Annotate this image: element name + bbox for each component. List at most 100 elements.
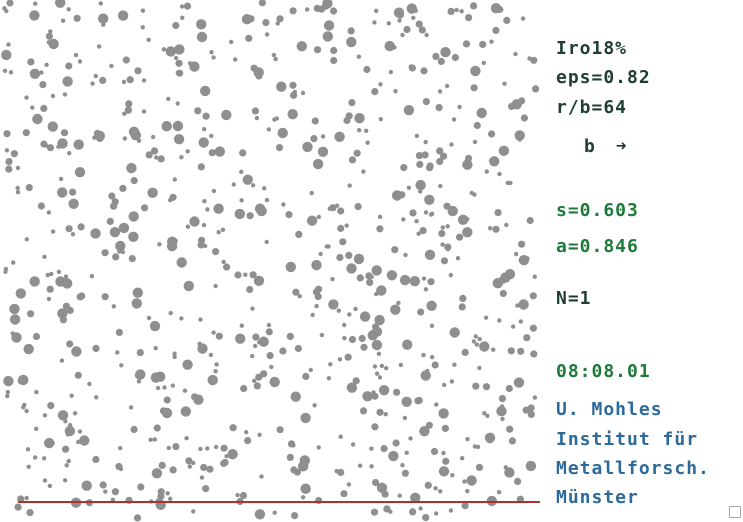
particle bbox=[213, 283, 218, 289]
particle bbox=[125, 100, 133, 108]
particle bbox=[45, 272, 50, 278]
particle bbox=[172, 354, 177, 360]
particle bbox=[185, 149, 190, 154]
particle bbox=[414, 219, 419, 224]
particle bbox=[362, 391, 373, 402]
particle bbox=[106, 217, 114, 225]
particle bbox=[66, 340, 74, 348]
particle bbox=[22, 129, 30, 137]
simulation-canvas bbox=[1, 0, 540, 522]
particle bbox=[227, 449, 238, 460]
particle bbox=[157, 488, 165, 496]
particle bbox=[406, 3, 417, 14]
particle bbox=[157, 155, 165, 163]
particle bbox=[235, 333, 246, 344]
particle bbox=[166, 96, 171, 102]
particle bbox=[49, 271, 54, 277]
particle bbox=[424, 249, 436, 260]
particle bbox=[462, 479, 467, 484]
particle bbox=[221, 259, 226, 265]
particle bbox=[187, 464, 192, 469]
particle bbox=[479, 341, 490, 352]
resize-grip-icon[interactable] bbox=[729, 506, 741, 518]
particle bbox=[388, 69, 394, 75]
particle bbox=[340, 490, 348, 498]
particle bbox=[276, 426, 284, 434]
particle bbox=[312, 288, 320, 296]
particle bbox=[220, 227, 226, 232]
particle bbox=[330, 46, 338, 55]
particle bbox=[150, 134, 156, 140]
particle bbox=[337, 224, 345, 232]
particle bbox=[290, 391, 301, 402]
particle bbox=[473, 121, 481, 130]
particle bbox=[5, 389, 10, 395]
particle bbox=[64, 425, 76, 437]
particle bbox=[42, 478, 48, 483]
particle bbox=[146, 315, 152, 321]
particle bbox=[402, 339, 413, 350]
particle bbox=[24, 495, 29, 501]
particle bbox=[246, 285, 254, 294]
particle bbox=[377, 214, 383, 219]
particle bbox=[153, 424, 161, 432]
particle bbox=[118, 222, 130, 234]
particle bbox=[9, 314, 21, 325]
particle bbox=[326, 376, 332, 381]
particle bbox=[205, 446, 210, 451]
particle bbox=[40, 104, 48, 112]
particle bbox=[470, 84, 478, 92]
particle bbox=[479, 40, 487, 49]
b-label: b bbox=[584, 136, 595, 157]
particle bbox=[361, 169, 366, 174]
particle bbox=[388, 450, 399, 462]
particle bbox=[304, 7, 310, 12]
particle bbox=[252, 378, 257, 383]
particle bbox=[438, 183, 443, 189]
particle bbox=[40, 140, 48, 148]
particle bbox=[62, 76, 73, 87]
particle bbox=[491, 347, 496, 352]
particle bbox=[66, 7, 71, 12]
particle bbox=[47, 402, 55, 410]
particle bbox=[77, 429, 83, 434]
particle bbox=[460, 456, 465, 461]
particle bbox=[369, 464, 374, 469]
particle bbox=[89, 274, 95, 279]
particle bbox=[381, 490, 389, 498]
particle bbox=[314, 303, 319, 309]
particle bbox=[79, 435, 90, 446]
particle bbox=[452, 362, 457, 367]
particle bbox=[74, 167, 86, 178]
particle bbox=[221, 109, 232, 121]
particle bbox=[131, 298, 142, 309]
particle bbox=[411, 15, 416, 20]
particle bbox=[354, 113, 365, 124]
particle bbox=[264, 32, 270, 37]
particle bbox=[167, 236, 178, 247]
particle bbox=[62, 478, 68, 483]
particle bbox=[459, 294, 467, 302]
particle bbox=[153, 346, 158, 351]
particle bbox=[376, 482, 388, 493]
particle bbox=[29, 68, 41, 80]
particle bbox=[168, 496, 173, 501]
particle bbox=[313, 46, 322, 54]
particle bbox=[530, 56, 538, 64]
particle bbox=[90, 228, 101, 239]
particle bbox=[272, 510, 277, 515]
particle bbox=[485, 413, 490, 418]
particle bbox=[67, 422, 73, 428]
particle bbox=[496, 406, 507, 417]
particle bbox=[63, 274, 69, 279]
particle bbox=[347, 27, 355, 35]
particle bbox=[47, 483, 53, 489]
particle bbox=[47, 121, 58, 132]
particle bbox=[499, 289, 507, 298]
particle bbox=[370, 508, 379, 516]
particle bbox=[189, 61, 200, 72]
particle bbox=[526, 216, 534, 225]
particle bbox=[483, 315, 489, 320]
particle bbox=[15, 190, 21, 195]
particle bbox=[353, 306, 358, 312]
